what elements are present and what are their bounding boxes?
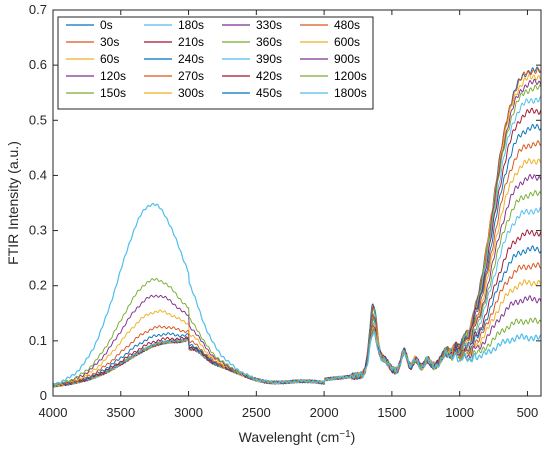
x-tick-label-500: 500	[517, 405, 539, 420]
y-tick-label-0-1: 0.1	[29, 333, 47, 348]
y-tick-label-0-4: 0.4	[29, 167, 47, 182]
legend-label-60s: 60s	[100, 52, 119, 66]
y-tick-label-0-7: 0.7	[29, 2, 47, 17]
series-line-1800s	[52, 202, 542, 386]
x-axis-label-end: )	[351, 429, 356, 445]
legend-label-0s: 0s	[100, 18, 113, 32]
y-tick-label-0-2: 0.2	[29, 278, 47, 293]
series-line-1200s	[52, 277, 542, 387]
legend-label-1200s: 1200s	[334, 69, 367, 83]
y-axis-label: FTIR Intensity (a.u.)	[5, 141, 21, 265]
legend-label-150s: 150s	[100, 86, 126, 100]
plot-frame	[52, 9, 542, 397]
legend-label-900s: 900s	[334, 52, 360, 66]
legend-label-480s: 480s	[334, 18, 360, 32]
y-tick-label-0: 0	[40, 388, 47, 403]
x-axis-label-main: Wavelenght (cm	[239, 429, 340, 445]
x-axis-label: Wavelenght (cm−1)	[239, 429, 356, 445]
legend-label-270s: 270s	[178, 69, 204, 83]
x-tick-label-1000: 1000	[445, 405, 474, 420]
x-tick-label-3000: 3000	[174, 405, 203, 420]
y-tick-label-0-6: 0.6	[29, 57, 47, 72]
x-tick-label-1500: 1500	[377, 405, 406, 420]
legend-label-180s: 180s	[178, 18, 204, 32]
x-axis-label-superscript: −1	[339, 429, 351, 440]
legend-label-420s: 420s	[256, 69, 282, 83]
legend-label-450s: 450s	[256, 86, 282, 100]
legend-box	[57, 16, 374, 110]
legend-label-360s: 360s	[256, 35, 282, 49]
x-tick-label-3500: 3500	[106, 405, 135, 420]
series-layer	[52, 66, 542, 388]
x-tick-label-4000: 4000	[39, 405, 68, 420]
legend-label-600s: 600s	[334, 35, 360, 49]
legend-label-120s: 120s	[100, 69, 126, 83]
x-tick-label-2000: 2000	[310, 405, 339, 420]
axis-layer: 4000 3500 3000 2500 2000 1500 1000 500 0 0.1 0.2 0.…	[29, 2, 541, 420]
legend-label-330s: 330s	[256, 18, 282, 32]
legend-label-1800s: 1800s	[334, 86, 367, 100]
legend-label-210s: 210s	[178, 35, 204, 49]
legend-label-300s: 300s	[178, 86, 204, 100]
y-tick-label-0-5: 0.5	[29, 112, 47, 127]
legend: 0s 30s 60s 120s 150s 180s 210s 240s 270s 300s 330s…	[57, 16, 374, 110]
legend-label-390s: 390s	[256, 52, 282, 66]
legend-label-240s: 240s	[178, 52, 204, 66]
y-tick-label-0-3: 0.3	[29, 223, 47, 238]
x-tick-label-2500: 2500	[242, 405, 271, 420]
legend-label-30s: 30s	[100, 35, 119, 49]
